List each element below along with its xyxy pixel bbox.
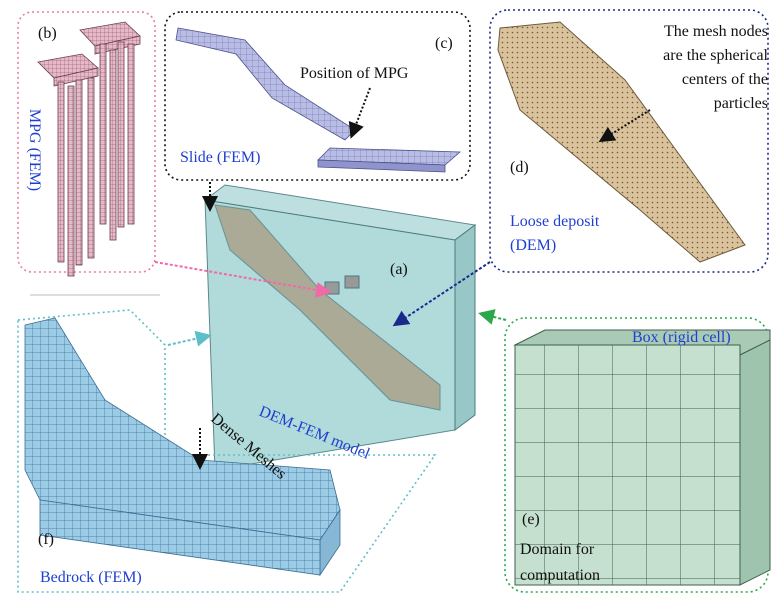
note: computation [520,567,600,584]
figure: (b) MPG (FEM) (c) Position of MPG Slide … [0,0,771,599]
panel-caption: Bedrock (FEM) [40,569,142,586]
arrow [352,88,370,135]
panel-caption: Loose deposit [510,213,600,230]
arrow [168,336,208,345]
panel-label: (c) [435,35,453,52]
panel-caption: MPG (FEM) [26,109,43,191]
note: are the spherical [663,47,768,64]
panel-label: (f) [38,531,54,548]
box-side [740,340,770,585]
panel-label: (b) [38,25,57,42]
note: particles [714,95,768,112]
note: Domain for [520,541,595,558]
mpg-drawing [38,22,140,276]
panel-label: (e) [522,511,540,528]
panel-label: (d) [510,159,529,176]
arrow [482,314,506,320]
panel-caption: (DEM) [510,237,556,254]
note: centers of the [682,71,768,88]
panel-label: (a) [390,261,408,278]
note: Position of MPG [300,65,409,82]
note: The mesh nodes [664,23,768,40]
panel-caption: Slide (FEM) [180,149,260,166]
panel-caption: Box (rigid cell) [632,329,731,346]
model-drawing [205,185,475,470]
